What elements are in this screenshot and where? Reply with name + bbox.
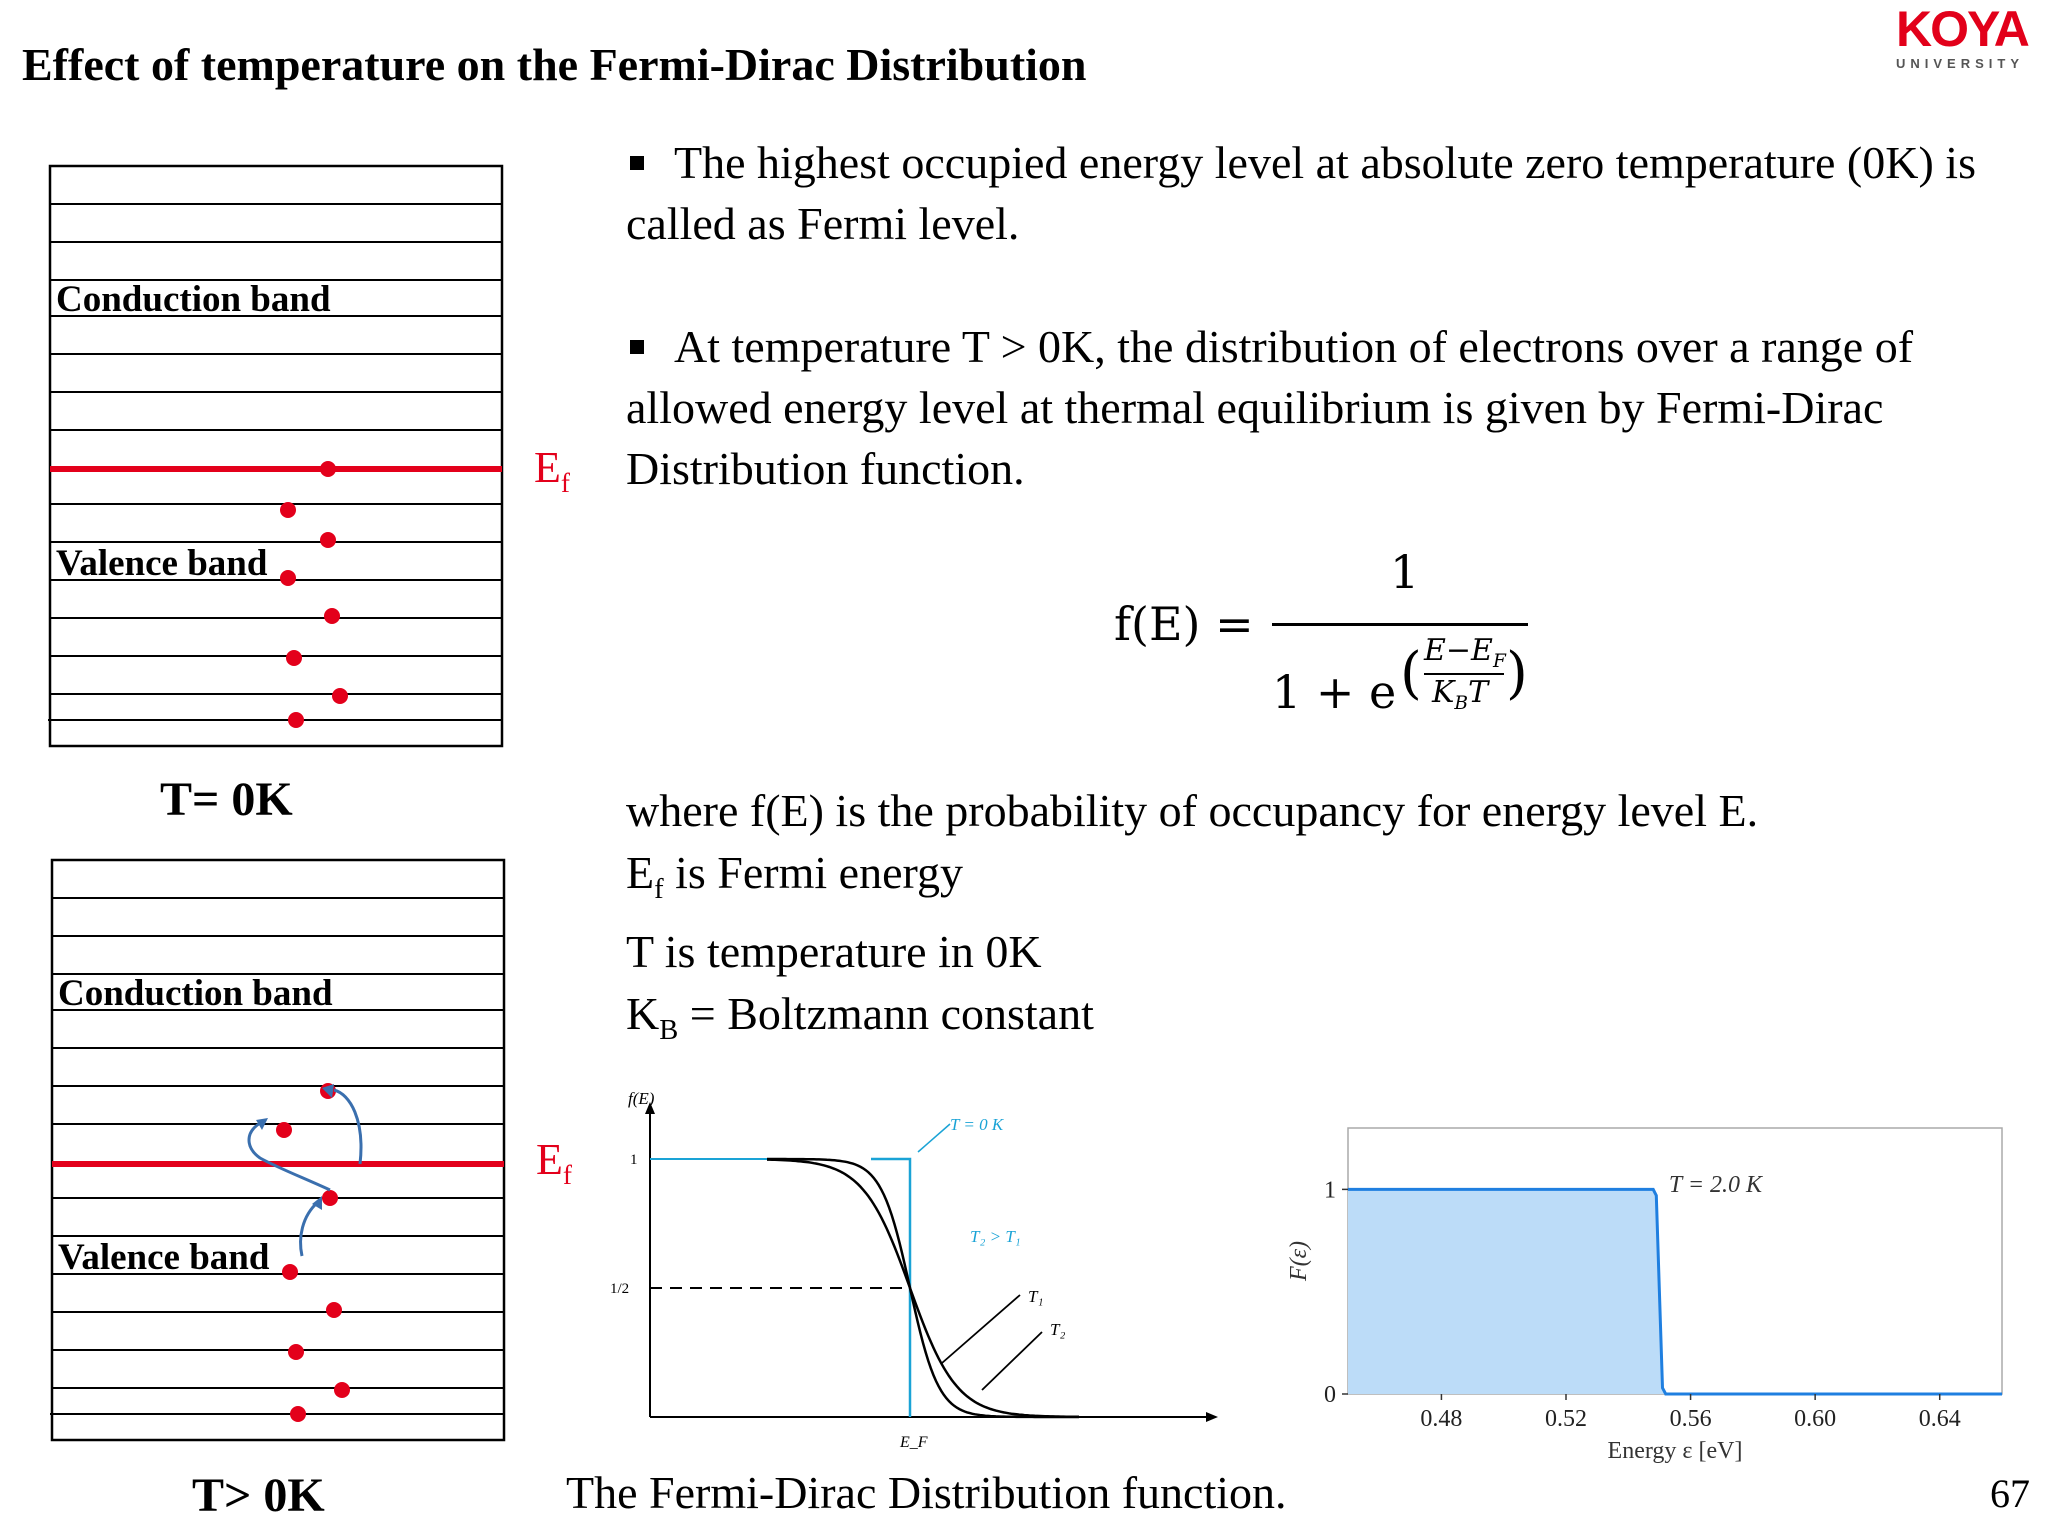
exponent-paren-right: ) (1506, 641, 1528, 706)
equation-lhs: f(E) = (1114, 597, 1254, 651)
ef-main-gt0k: E (536, 1135, 563, 1184)
y-axis-label: F(ε) (1286, 1241, 1312, 1282)
definition-line-2: Ef is Fermi energy (626, 842, 1758, 921)
y-axis-label: f(E) (628, 1089, 655, 1108)
ef-sub-gt0k: f (562, 1159, 572, 1190)
definition-ef-text: is Fermi energy (663, 847, 963, 898)
fermi-level-label-gt0k: Ef (536, 1134, 572, 1191)
definition-line-1: where f(E) is the probability of occupan… (626, 785, 1759, 836)
fermi-level-label-0k: Ef (534, 442, 570, 499)
bullet-2: At temperature T > 0K, the distribution … (626, 316, 2026, 499)
definition-kb-sub: B (659, 1015, 679, 1047)
x-tick-label: 0.56 (1670, 1406, 1712, 1432)
equation-numerator: 1 (1390, 545, 1420, 599)
slide-title: Effect of temperature on the Fermi-Dirac… (22, 39, 1087, 90)
fermi-dirac-2k-chart: 0.48 0.52 0.56 0.60 0.64 0 1 Energy ε [eV] F(ε) T… (1286, 1127, 2003, 1464)
conduction-band-label-gt0k: Conduction band (58, 973, 333, 1014)
exponent-num-sub: F (1492, 651, 1506, 672)
annotation-t2: T₂ (1050, 1320, 1065, 1339)
bullet-square-icon (630, 340, 644, 355)
exponent-paren-left: ( (1400, 641, 1422, 706)
equation-denominator: 1 + e (1272, 665, 1397, 719)
annotation-t0-pointer (917, 1123, 951, 1153)
annotation-t1: T₁ (1028, 1287, 1043, 1306)
exponent-denominator: KBT (1432, 675, 1488, 714)
exponent-den-text: K (1432, 675, 1455, 710)
x-tick-label-ef: E_F (899, 1434, 928, 1451)
distribution-area (1348, 1189, 2002, 1394)
conduction-band-label-0k: Conduction band (56, 279, 331, 320)
definition-ef-sub: f (654, 874, 664, 906)
ef-main-0k: E (534, 443, 561, 492)
koya-university-logo: KOYA UNIVERSITY (1896, 1, 2046, 71)
page-number: 67 (1990, 1471, 2030, 1516)
chart-title: T = 2.0 K (1669, 1172, 1764, 1198)
exponent-den-sub: B (1454, 693, 1469, 714)
valence-band-label-gt0k: Valence band (58, 1237, 270, 1278)
series-t2-curve (767, 1158, 1079, 1419)
y-tick-label-1: 1 (630, 1152, 638, 1168)
y-tick-label: 1 (1324, 1177, 1336, 1203)
fraction-bar (1272, 623, 1528, 626)
logo-word: KOYA (1896, 1, 2030, 57)
x-tick-label: 0.64 (1919, 1406, 1961, 1432)
y-axis-arrow (645, 1102, 655, 1114)
x-tick-label: 0.48 (1420, 1406, 1462, 1432)
bullet-2-text: At temperature T > 0K, the distribution … (626, 321, 1914, 494)
distribution-line (1348, 1187, 2002, 1396)
definitions: where f(E) is the probability of occupan… (626, 780, 1758, 1062)
y-tick-label-half: 1/2 (610, 1281, 629, 1297)
y-tick-label: 0 (1324, 1382, 1336, 1408)
logo-subtitle: UNIVERSITY (1896, 56, 2025, 71)
figure-caption: The Fermi-Dirac Distribution function. (566, 1467, 1287, 1518)
definition-line-4: KB = Boltzmann constant (626, 983, 1758, 1062)
valence-band-label-0k: Valence band (56, 543, 268, 584)
series-t0-step (871, 1157, 912, 1417)
annotation-t2-arrow (981, 1331, 1043, 1391)
definition-kb-text: = Boltzmann constant (678, 988, 1094, 1040)
x-axis-arrow (1206, 1412, 1218, 1422)
series-t1-curve (767, 1157, 1079, 1419)
definition-ef-main: E (626, 847, 655, 898)
annotation-t1-arrow (941, 1294, 1021, 1364)
x-tick-label: 0.60 (1794, 1406, 1836, 1432)
temperature-label-gt0k: T> 0K (192, 1469, 325, 1522)
band-diagram-gt0k-drawing (50, 858, 506, 1442)
exponent-numerator: E−EF (1424, 633, 1506, 672)
bullet-square-icon (630, 156, 644, 171)
x-axis-label: Energy ε [eV] (1608, 1438, 1743, 1464)
temperature-label-0k: T= 0K (160, 773, 293, 826)
definition-line-3: T is temperature in 0K (626, 926, 1042, 978)
exponent-den-tail: T (1468, 675, 1489, 710)
annotation-t2-gt-t1: T₂ > T₁ (970, 1227, 1021, 1246)
ef-sub-0k: f (560, 467, 570, 498)
bullet-1-text: The highest occupied energy level at abs… (626, 137, 1976, 249)
definition-kb-main: K (626, 988, 660, 1040)
band-diagram-0k-drawing (48, 164, 504, 748)
bullet-1: The highest occupied energy level at abs… (626, 132, 2026, 254)
annotation-t0: T = 0 K (950, 1115, 1005, 1134)
x-tick-label: 0.52 (1545, 1406, 1587, 1432)
exponent-num-text: E−E (1424, 633, 1493, 668)
exponent-bar (1424, 673, 1504, 675)
